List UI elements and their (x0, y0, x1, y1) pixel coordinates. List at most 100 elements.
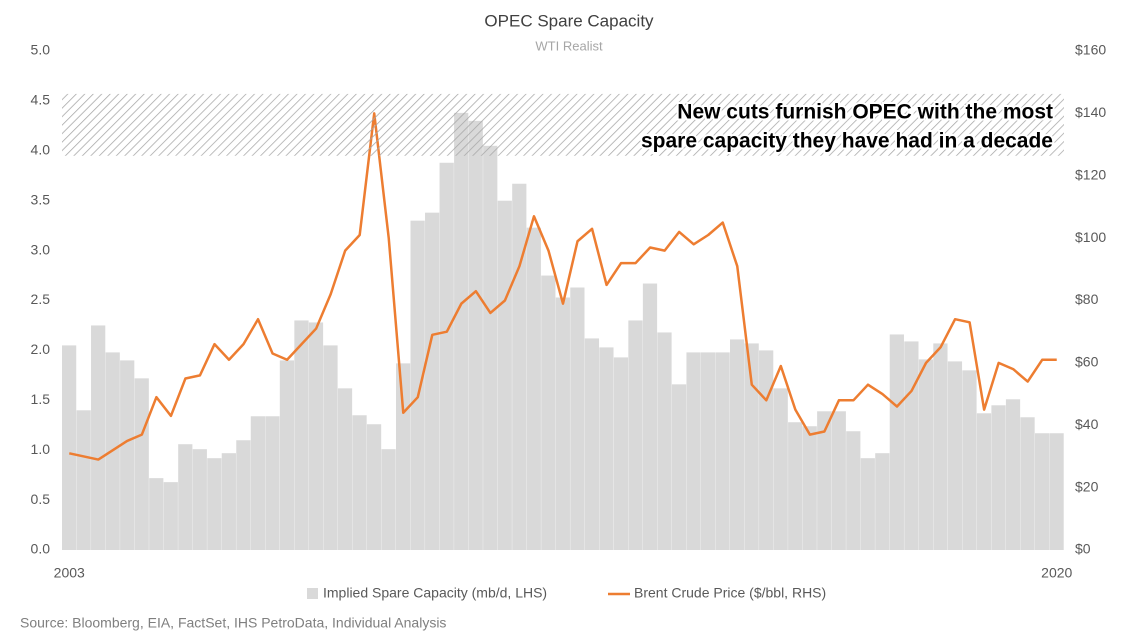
legend-swatch (307, 588, 318, 599)
bar (178, 444, 193, 550)
bar (831, 411, 846, 550)
bar (860, 458, 875, 550)
legend-label: Implied Spare Capacity (mb/d, LHS) (323, 585, 547, 601)
bar (962, 370, 977, 550)
y2-tick-label: $120 (1075, 166, 1106, 182)
bar (1034, 433, 1050, 550)
source-note: Source: Bloomberg, EIA, FactSet, IHS Pet… (20, 615, 446, 631)
bar (744, 343, 759, 550)
bar (875, 453, 890, 550)
bar (846, 431, 861, 550)
bar (454, 112, 469, 550)
y-tick-label: 1.5 (31, 391, 51, 407)
bar (889, 334, 904, 550)
bar (686, 352, 701, 550)
bar (366, 424, 382, 550)
bar (337, 388, 353, 550)
y2-tick-label: $160 (1075, 42, 1106, 58)
annotation-band (62, 93, 1064, 156)
y2-tick-label: $100 (1075, 229, 1106, 245)
bar (1049, 433, 1064, 550)
bar (788, 422, 803, 550)
annotation-text: spare capacity they have had in a decade (641, 130, 1053, 153)
bar (250, 416, 266, 550)
bar (381, 449, 396, 550)
bar (642, 283, 658, 550)
bar (323, 345, 338, 550)
bar (773, 388, 788, 550)
bar (933, 343, 948, 550)
chart-subtitle: WTI Realist (535, 38, 603, 53)
bar (294, 320, 309, 550)
bar (628, 320, 643, 550)
bar (425, 212, 440, 550)
bar (715, 352, 730, 550)
y-tick-label: 2.0 (31, 341, 51, 357)
y2-tick-label: $0 (1075, 541, 1091, 557)
bar (221, 453, 236, 550)
bar (947, 361, 963, 550)
bar (613, 357, 629, 550)
bar (599, 347, 614, 550)
bar (439, 162, 454, 550)
y-tick-label: 3.0 (31, 241, 51, 257)
bar (352, 415, 367, 550)
bar (584, 338, 600, 550)
bar (976, 413, 992, 550)
y-tick-label: 4.0 (31, 142, 51, 158)
bar (671, 384, 687, 550)
chart-title: OPEC Spare Capacity (484, 11, 654, 30)
bar (120, 360, 135, 550)
y-tick-label: 2.5 (31, 291, 51, 307)
y2-tick-label: $40 (1075, 416, 1099, 432)
line (68, 112, 1057, 461)
bar (802, 426, 817, 550)
bar (904, 341, 919, 550)
bar (396, 363, 411, 550)
bar (512, 183, 527, 550)
bar (657, 332, 672, 550)
bar (207, 458, 222, 550)
y2-tick-label: $80 (1075, 291, 1099, 307)
bar (991, 405, 1006, 550)
bar (163, 482, 178, 550)
bar (497, 200, 512, 550)
bar (483, 145, 498, 550)
bar (918, 359, 934, 550)
y2-tick-label: $20 (1075, 478, 1099, 494)
x-tick-label: 2003 (54, 565, 85, 581)
bar (265, 416, 280, 550)
bar (1005, 399, 1021, 550)
bar (468, 120, 483, 551)
y2-tick-label: $60 (1075, 354, 1099, 370)
y-tick-label: 0.5 (31, 491, 51, 507)
y-tick-label: 5.0 (31, 42, 51, 58)
bar (730, 339, 745, 550)
bar (1020, 417, 1035, 550)
bar (759, 350, 774, 550)
legend-label: Brent Crude Price ($/bbl, RHS) (634, 585, 826, 601)
bar (817, 411, 832, 550)
bar (279, 360, 295, 550)
bar (192, 449, 207, 550)
bar (236, 440, 251, 550)
bar (91, 325, 106, 550)
bar (308, 322, 324, 550)
bar (570, 287, 585, 550)
bar (62, 345, 77, 550)
bar (410, 220, 425, 550)
annotation-text: New cuts furnish OPEC with the most (677, 101, 1053, 124)
y-tick-label: 3.5 (31, 191, 51, 207)
bar (76, 410, 91, 550)
y-tick-label: 1.0 (31, 441, 51, 457)
y-tick-label: 0.0 (31, 541, 51, 557)
bar (541, 275, 556, 550)
y2-tick-label: $140 (1075, 104, 1106, 120)
y-tick-label: 4.5 (31, 92, 51, 108)
bar (149, 478, 164, 550)
bar (134, 378, 149, 550)
bar (555, 297, 570, 550)
bar (700, 352, 716, 550)
x-tick-label: 2020 (1041, 565, 1072, 581)
